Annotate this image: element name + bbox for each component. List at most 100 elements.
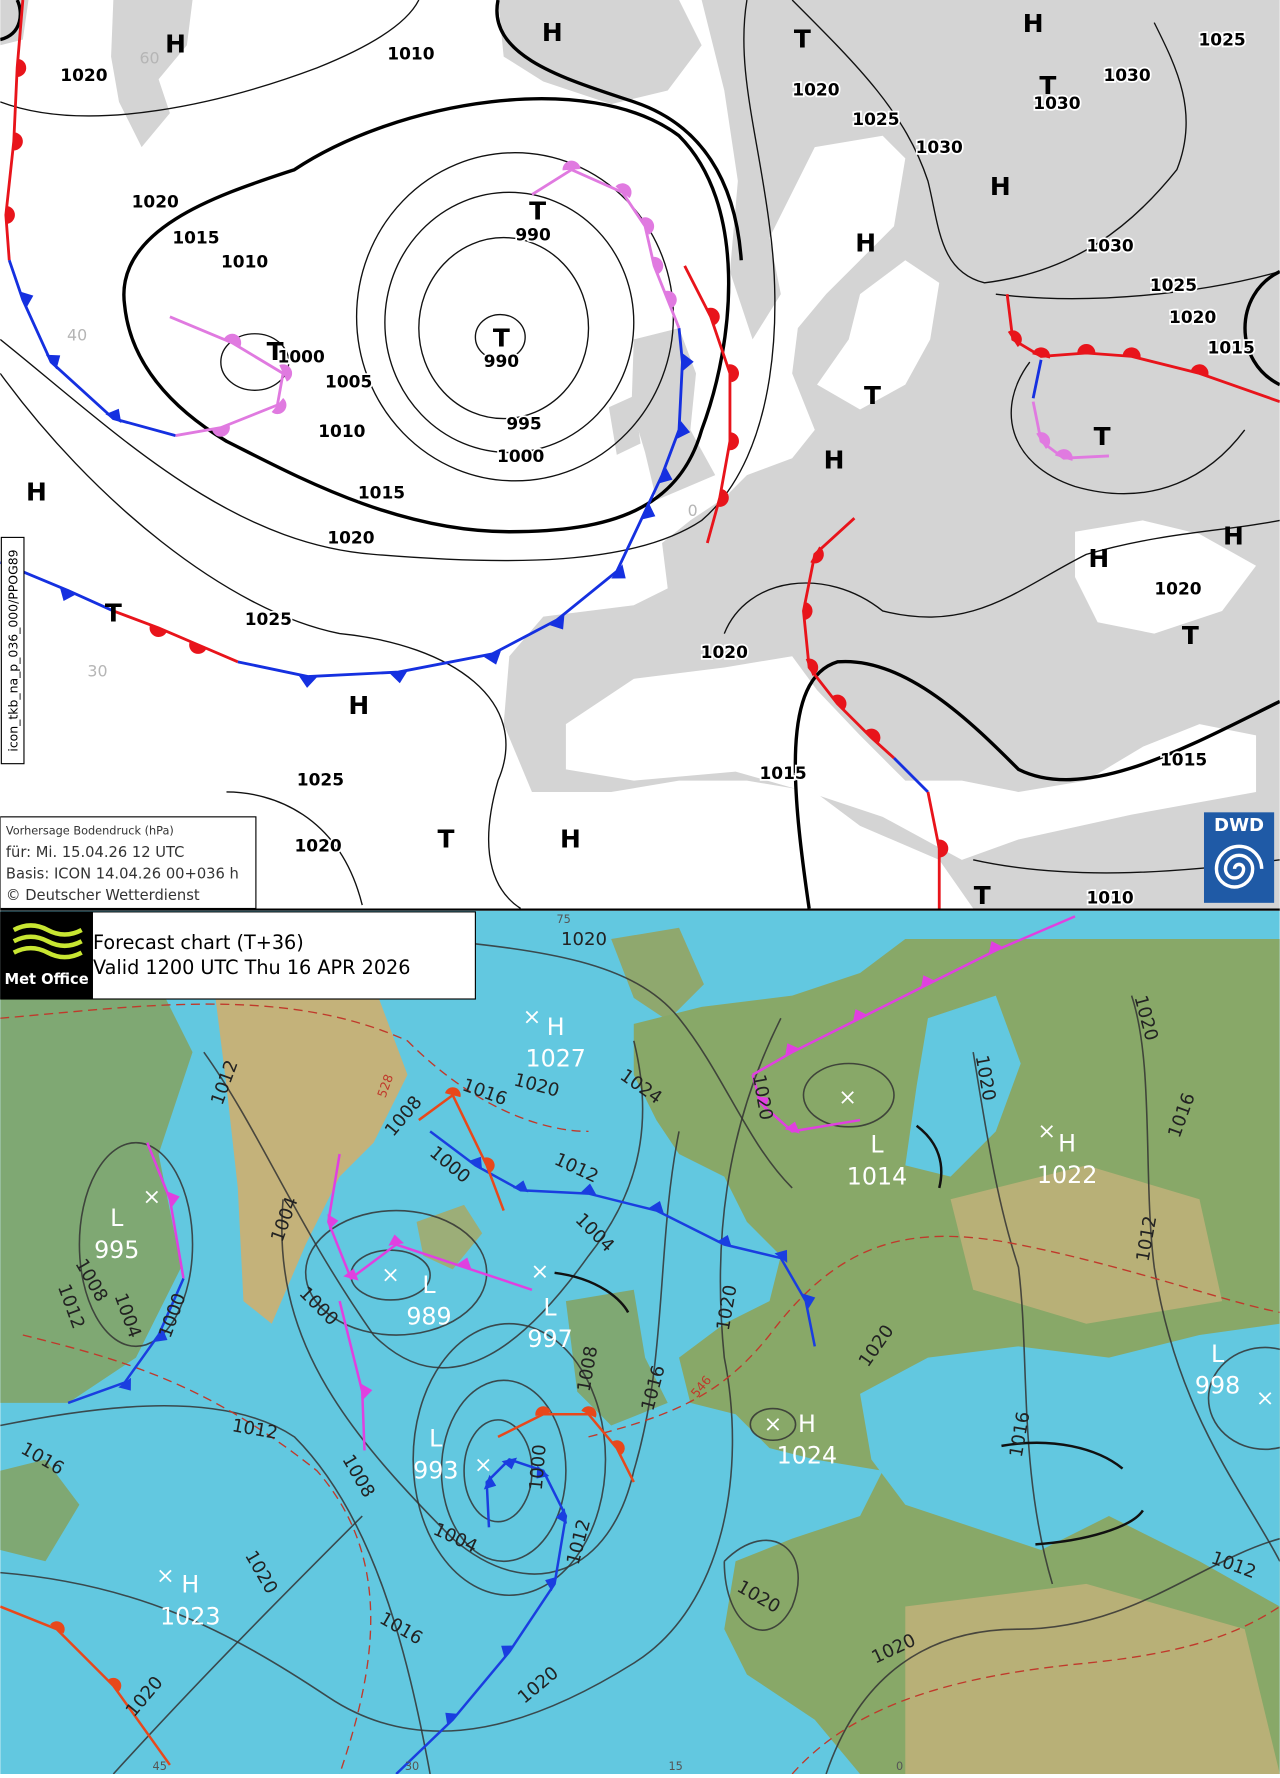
isobar-label: 1030: [1103, 66, 1150, 86]
center-cross: [159, 1569, 172, 1583]
valid-time: Valid 1200 UTC Thu 16 APR 2026: [93, 956, 411, 979]
system-symbol: H: [547, 1013, 565, 1041]
isobar-label: 1025: [852, 110, 899, 130]
separator: [0, 908, 1280, 911]
isobar-label: 990: [484, 352, 519, 372]
system-pressure: 1014: [847, 1162, 907, 1190]
info-line: für: Mi. 15.04.26 12 UTC: [6, 844, 185, 861]
system-symbol: L: [1211, 1340, 1225, 1368]
center-cross: [384, 1268, 397, 1282]
pressure-center: T: [1039, 71, 1056, 100]
center-cross: [145, 1190, 159, 1204]
isobar-label: 995: [506, 414, 541, 434]
fronts: [0, 0, 1280, 909]
logo-waves: [12, 923, 83, 960]
pressure-center: T: [1182, 621, 1199, 650]
grid-label: 15: [668, 1760, 682, 1773]
isobar-label: 1015: [172, 229, 219, 249]
center-cross: [525, 1010, 539, 1024]
system-pressure: 1022: [1037, 1161, 1097, 1189]
center-cross: [1040, 1125, 1054, 1138]
isobar-label: 1030: [916, 138, 963, 158]
logo-text: Met Office: [4, 971, 88, 988]
grid-label: 40: [67, 326, 87, 345]
pressure-center: T: [1094, 422, 1111, 451]
pressure-center: H: [348, 691, 369, 720]
isobar-label: 1025: [245, 610, 292, 630]
info-line: Vorhersage Bodendruck (hPa): [6, 825, 174, 838]
isobar-label: 1025: [1150, 276, 1197, 296]
center-cross: [1258, 1392, 1272, 1405]
isobar-label: 1020: [132, 193, 179, 213]
center-cross: [841, 1091, 854, 1104]
isobar-label: 1020: [1154, 579, 1201, 599]
grid-label: 30: [405, 1760, 419, 1773]
pressure-center: T: [437, 825, 454, 854]
isobar-label: 1030: [1033, 94, 1080, 114]
fronts: [0, 915, 1144, 1775]
isobar-label: 1020: [60, 66, 107, 86]
system-pressure: 997: [527, 1325, 572, 1353]
center-cross: [477, 1458, 490, 1472]
system-pressure: 1023: [160, 1602, 220, 1630]
pressure-center: T: [974, 881, 991, 910]
system-symbol: L: [543, 1294, 557, 1322]
pressure-center: H: [165, 29, 186, 58]
system-symbol: L: [110, 1204, 124, 1232]
isobar-label: 1010: [387, 44, 434, 64]
pressure-center: H: [855, 228, 876, 257]
grid-label: 75: [556, 913, 570, 926]
isobar-label: 990: [515, 225, 550, 245]
dwd-panel: H H T H T H H T T T T H H T H H T T H T H T 1020 1010 1020 1025 10…: [0, 0, 1280, 910]
info-line: Basis: ICON 14.04.26 00+036 h: [6, 866, 239, 883]
isobar-label: 1015: [1208, 338, 1255, 358]
pressure-center: H: [26, 477, 47, 506]
pressure-center: T: [267, 337, 284, 366]
chart-title: Forecast chart (T+36): [93, 931, 304, 954]
isobar-label: 1025: [1198, 31, 1245, 51]
isobar-label: 1000: [278, 348, 325, 368]
system-pressure: 993: [413, 1456, 458, 1484]
isobar-label: 1020: [327, 529, 374, 549]
pressure-center: T: [864, 381, 881, 410]
metoffice-panel: H 1027 L 1014 H 1022 L 995 L 989 L 997 L 993 H 1024 L 998…: [0, 910, 1280, 1775]
system-symbol: L: [429, 1425, 443, 1453]
pressure-center: T: [529, 197, 546, 226]
dwd-logo-spiral: [1214, 844, 1264, 889]
isobar-label: 1025: [297, 771, 344, 791]
system-pressure: 1027: [525, 1045, 585, 1073]
isobar-label: 1015: [358, 483, 405, 503]
isobar-label: 1000: [497, 447, 544, 467]
pressure-center: T: [794, 25, 811, 54]
isobar-label: 1010: [1086, 888, 1133, 908]
isobar-label: 1020: [792, 81, 839, 101]
system-pressure: 995: [94, 1236, 139, 1264]
pressure-center: H: [824, 446, 845, 475]
pressure-center: T: [493, 323, 510, 352]
isobar-label: 1015: [760, 764, 807, 784]
center-cross: [766, 1418, 780, 1431]
grid-label: 0: [896, 1760, 903, 1773]
pressure-center: H: [560, 825, 581, 854]
isobar-label: 1020: [561, 929, 607, 950]
system-pressure: 989: [406, 1303, 451, 1331]
center-cross: [533, 1265, 547, 1278]
pressure-center: H: [1088, 544, 1109, 573]
isobar-label: 1020: [701, 643, 748, 663]
info-lines: Vorhersage Bodendruck (hPa) für: Mi. 15.0…: [6, 825, 239, 904]
dwd-logo-text: DWD: [1214, 815, 1264, 836]
system-pressure: 1024: [777, 1442, 837, 1470]
isobars: [0, 938, 1280, 1775]
side-label-box: [0, 536, 25, 765]
isobar-label: 1005: [325, 372, 372, 392]
system-pressure: 998: [1195, 1372, 1240, 1400]
grid-label: 60: [139, 48, 159, 67]
pressure-center: T: [105, 598, 122, 627]
inland-seas: [565, 260, 1257, 860]
isobar-label: 1020: [1169, 308, 1216, 328]
pressure-center: H: [1023, 9, 1044, 38]
info-box: [0, 816, 257, 909]
isobar-label: 1010: [318, 422, 365, 442]
dwd-labels: H H T H T H H T T T T H H T H H T T H T H T 1020 1010 1020 1025 10…: [26, 9, 1256, 910]
